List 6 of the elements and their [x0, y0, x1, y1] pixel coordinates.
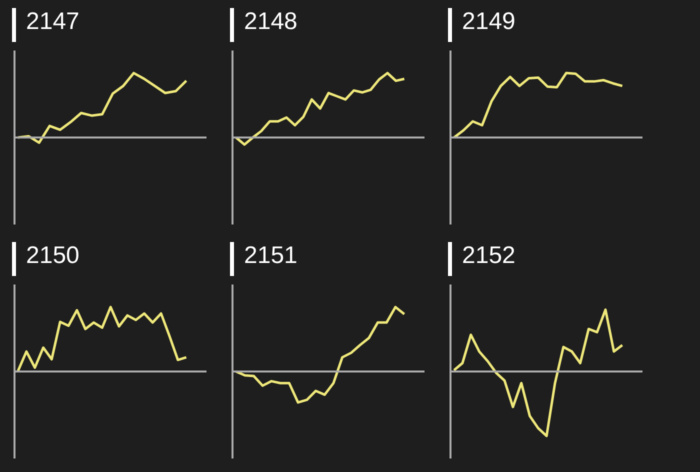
- chart-title: 2152: [462, 242, 516, 270]
- chart-title: 2151: [244, 242, 298, 270]
- chart-title: 2149: [462, 8, 516, 36]
- chart-title: 2148: [244, 8, 298, 36]
- chart-title: 2147: [26, 8, 80, 36]
- chart-title: 2150: [26, 242, 80, 270]
